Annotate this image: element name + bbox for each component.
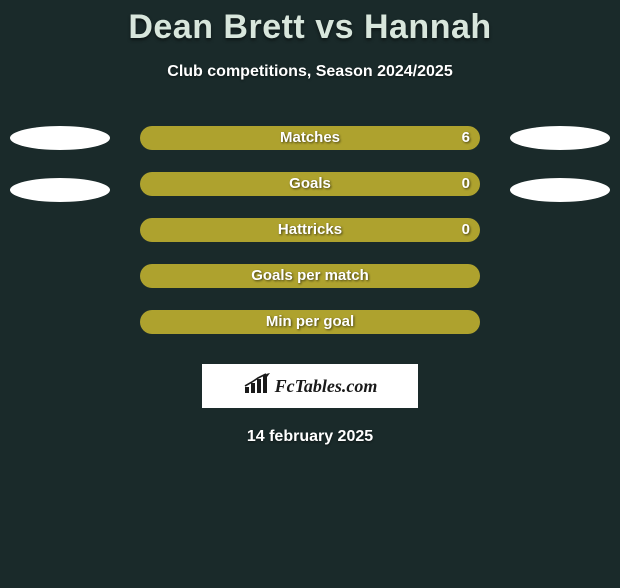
comparison-row: Hattricks0 — [0, 218, 620, 264]
comparison-row: Goals per match — [0, 264, 620, 310]
stat-value-right: 0 — [462, 218, 470, 242]
brand-box: FcTables.com — [202, 364, 418, 408]
stat-bar-fill — [140, 264, 480, 288]
comparison-row: Min per goal — [0, 310, 620, 356]
player-right-ellipse — [510, 178, 610, 202]
stat-bar-fill — [140, 310, 480, 334]
comparison-row: Goals0 — [0, 172, 620, 218]
comparison-row: Matches6 — [0, 126, 620, 172]
stat-value-right: 6 — [462, 126, 470, 150]
player-left-ellipse — [10, 126, 110, 150]
date-label: 14 february 2025 — [0, 428, 620, 446]
stat-bar-fill — [140, 126, 480, 150]
subtitle: Club competitions, Season 2024/2025 — [0, 63, 620, 81]
brand-chart-icon — [243, 373, 271, 400]
stat-bar-fill — [140, 172, 480, 196]
brand-text: FcTables.com — [275, 376, 378, 397]
player-left-ellipse — [10, 178, 110, 202]
player-right-ellipse — [510, 126, 610, 150]
stat-value-right: 0 — [462, 172, 470, 196]
stat-bar: Goals0 — [140, 172, 480, 196]
stat-bar: Hattricks0 — [140, 218, 480, 242]
page-title: Dean Brett vs Hannah — [0, 8, 620, 47]
stat-bar: Matches6 — [140, 126, 480, 150]
stat-bar-fill — [140, 218, 480, 242]
stat-bar: Goals per match — [140, 264, 480, 288]
comparison-rows: Matches6 Goals0 Hattricks0 Goals per match M… — [0, 126, 620, 356]
stat-bar: Min per goal — [140, 310, 480, 334]
